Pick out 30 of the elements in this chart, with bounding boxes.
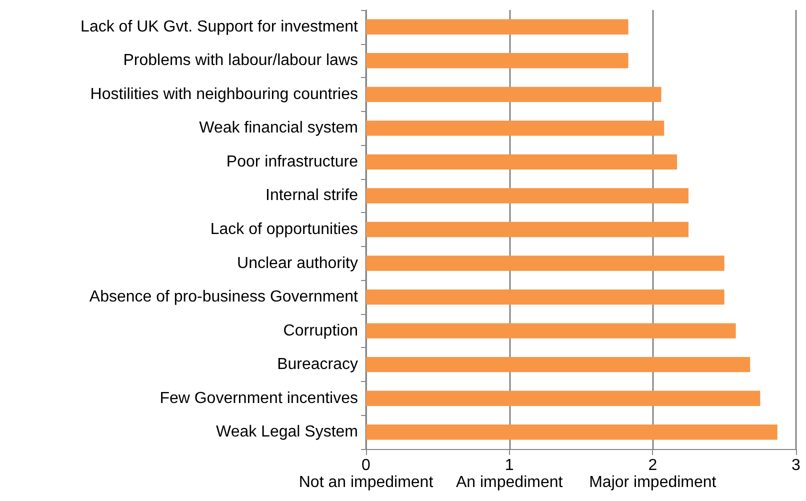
bar xyxy=(366,289,724,305)
bar xyxy=(366,154,678,170)
bar xyxy=(366,19,628,34)
y-tick-label: Hostilities with neighbouring countries xyxy=(90,86,358,103)
bar xyxy=(366,120,664,136)
bar xyxy=(366,86,662,102)
bar xyxy=(366,323,736,338)
x-tick-label: 1 An impediment xyxy=(456,457,564,491)
y-tick-label: Few Government incentives xyxy=(160,390,358,407)
bar xyxy=(366,222,688,238)
y-tick-label: Weak financial system xyxy=(199,120,358,137)
y-tick-label: Bureacracy xyxy=(277,356,358,374)
y-tick-label: Corruption xyxy=(283,322,358,340)
y-tick-label: Lack of UK Gvt. Support for investment xyxy=(80,18,359,36)
bar xyxy=(366,188,688,204)
x-tick-label: 2 Major impediment xyxy=(589,457,717,491)
y-tick-label: Absence of pro-business Government xyxy=(89,288,359,306)
bar xyxy=(366,256,724,271)
x-tick-label: 3 xyxy=(792,457,801,474)
y-tick-label: Internal strife xyxy=(266,187,358,204)
y-tick-label: Weak Legal System xyxy=(216,424,358,441)
y-tick-label: Problems with labour/labour laws xyxy=(123,52,358,70)
y-tick-label: Lack of opportunities xyxy=(210,221,358,238)
y-tick-label: Unclear authority xyxy=(237,254,358,272)
bar xyxy=(366,356,750,372)
y-tick-label: Poor infrastructure xyxy=(226,153,358,170)
bar xyxy=(366,424,778,440)
bar xyxy=(366,390,760,406)
bar xyxy=(366,53,628,68)
x-tick-label: 0 Not an impediment xyxy=(298,457,434,491)
